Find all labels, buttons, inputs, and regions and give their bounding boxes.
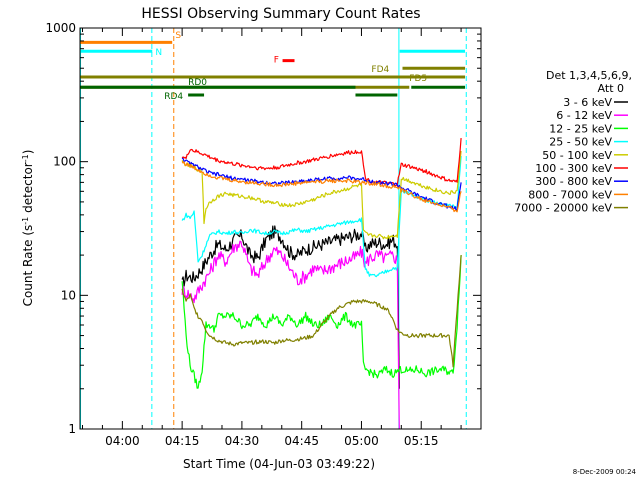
series-line-6	[181, 138, 462, 187]
series-line-5	[181, 151, 462, 240]
legend-title-line2: Att 0	[598, 82, 624, 95]
series-line-9	[181, 255, 462, 368]
y-tick-label-0: 1	[68, 422, 76, 436]
y-tick-label-3: 1000	[45, 21, 76, 35]
series-line-2	[181, 240, 400, 429]
legend-label-2: 6 - 12 keV	[556, 109, 612, 122]
legend-title-line1: Det 1,3,4,5,6,9,	[546, 69, 632, 82]
series-line-7	[181, 157, 462, 211]
x-tick-label-0: 04:00	[105, 434, 140, 448]
y-axis-label-sup1: -1	[21, 217, 30, 225]
y-axis-label-end: )	[21, 150, 35, 155]
y-tick-label-2: 100	[53, 155, 76, 169]
legend-label-8: 800 - 7000 keV	[528, 188, 612, 201]
legend-label-1: 3 - 6 keV	[563, 96, 612, 109]
x-tick-label-2: 04:30	[225, 434, 260, 448]
y-tick-label-1: 10	[61, 288, 76, 302]
series-group	[181, 138, 462, 429]
x-tick-label-5: 05:15	[404, 434, 439, 448]
x-tick-label-3: 04:45	[284, 434, 319, 448]
legend-label-7: 300 - 800 keV	[535, 175, 612, 188]
axes: 04:00 04:15 04:30 04:45 05:00 05:15 1 10 100 1000	[45, 21, 482, 448]
chart-title: HESSI Observing Summary Count Rates	[141, 6, 420, 22]
y-axis-label-sup2: -1	[21, 154, 30, 162]
legend-label-4: 25 - 50 keV	[549, 136, 612, 149]
legend-label-9: 7000 - 20000 keV	[514, 202, 612, 215]
annotation-label-0: S	[175, 31, 181, 41]
annotation-label-1: N	[155, 48, 162, 58]
annotation-label-6: FD5	[409, 74, 427, 84]
legend-label-5: 50 - 100 keV	[542, 149, 612, 162]
annotation-label-7: RD0	[188, 78, 207, 88]
x-tick-label-1: 04:15	[165, 434, 200, 448]
x-axis-label: Start Time (04-Jun-03 03:49:22)	[183, 457, 375, 471]
legend-label-3: 12 - 25 keV	[549, 122, 612, 135]
series-line-8	[181, 161, 462, 213]
annotation-label-9: RD4	[164, 92, 183, 102]
legend-label-6: 100 - 300 keV	[535, 162, 612, 175]
y-axis-label-main: Count Rate (s	[21, 225, 35, 307]
plot-frame	[79, 27, 482, 430]
series-line-4	[181, 156, 462, 278]
annotation-label-4: FD4	[371, 65, 389, 75]
x-tick-label-4: 05:00	[344, 434, 379, 448]
footer-timestamp: 8-Dec-2009 00:24	[573, 468, 637, 476]
plot-area: S N F FD4 FD5 RD0 RD4	[80, 28, 467, 429]
y-axis-label: Count Rate (s-1 detector-1)	[21, 150, 36, 307]
annotation-label-2: F	[274, 56, 279, 66]
y-axis-label-mid: detector	[21, 162, 35, 217]
